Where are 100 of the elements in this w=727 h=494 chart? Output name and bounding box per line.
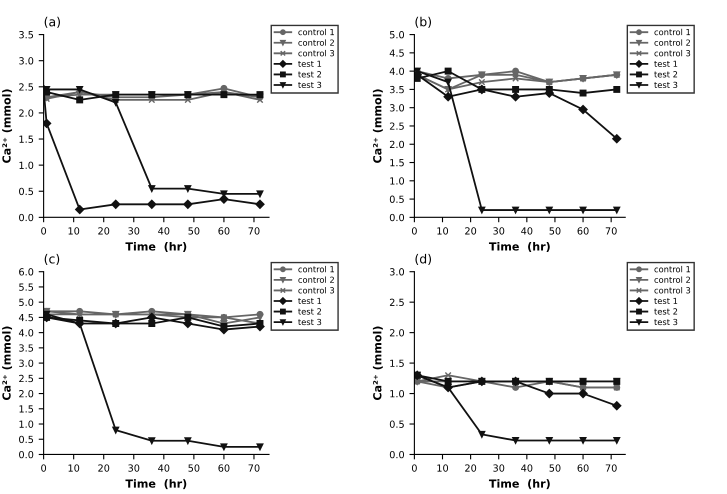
y-tick-label: 2.5	[19, 374, 34, 382]
x-tick-label: 30	[493, 227, 504, 235]
legend-label: control 1	[654, 266, 690, 272]
y-tick-label: 2.5	[390, 122, 404, 130]
chart-title: (b)	[415, 16, 432, 28]
x-tick-label: 70	[248, 227, 260, 235]
legend-label: test 2	[654, 71, 678, 78]
legend-label: test 1	[298, 60, 322, 67]
y-tick-label: 2.5	[19, 83, 34, 91]
x-tick-label: 70	[606, 464, 617, 472]
y-tick-label: 2.0	[390, 329, 404, 336]
legend-label: control 3	[654, 287, 690, 294]
x-axis-title: Time (hr)	[125, 242, 186, 252]
x-tick-label: 50	[188, 227, 200, 235]
y-tick-label: 0.0	[390, 214, 404, 222]
y-tick-label: 3.0	[19, 57, 34, 65]
x-tick-label: 0	[41, 227, 46, 235]
y-axis-title: Ca²⁺ (mmol)	[372, 89, 383, 163]
legend-label: test 1	[298, 298, 322, 304]
y-tick-label: 0.5	[390, 420, 404, 428]
y-tick-label: 1.0	[20, 420, 34, 428]
legend-label: test 2	[298, 308, 322, 315]
x-tick-label: 30	[493, 464, 504, 472]
y-tick-label: 3.0	[390, 268, 404, 276]
x-tick-label: 30	[128, 464, 140, 472]
x-tick-label: 60	[578, 464, 589, 472]
x-tick-label: 0	[412, 227, 417, 235]
legend-label: control 3	[298, 50, 334, 56]
y-tick-label: 2.0	[390, 140, 404, 148]
x-tick-label: 40	[158, 227, 170, 235]
x-tick-label: 50	[550, 464, 560, 472]
y-tick-label: 5.5	[19, 284, 34, 291]
x-tick-label: 20	[98, 464, 110, 472]
y-tick-label: 0.5	[390, 196, 404, 203]
x-tick-label: 50	[550, 227, 560, 235]
y-tick-label: 4.5	[390, 49, 404, 57]
y-tick-label: 1.5	[20, 136, 34, 143]
legend-label: control 3	[298, 287, 334, 294]
y-tick-label: 3.5	[390, 86, 404, 94]
y-tick-label: 0.0	[390, 450, 404, 458]
y-tick-label: 1.5	[390, 360, 404, 367]
x-tick-label: 60	[578, 227, 589, 235]
legend-label: control 2	[654, 39, 690, 46]
legend-label: test 1	[654, 60, 678, 67]
chart-title: (a)	[44, 16, 60, 28]
x-tick-label: 30	[128, 227, 140, 235]
x-tick-label: 50	[188, 464, 200, 472]
chart-title: (d)	[415, 254, 432, 266]
x-tick-label: 0	[412, 464, 417, 472]
x-tick-label: 10	[437, 464, 448, 472]
x-tick-label: 20	[98, 227, 110, 235]
x-tick-label: 70	[248, 464, 260, 472]
chart-title: (c)	[44, 254, 60, 266]
y-tick-label: 0.5	[19, 436, 34, 444]
y-tick-label: 5.0	[19, 298, 34, 306]
x-tick-label: 10	[68, 464, 80, 472]
y-tick-label: 6.0	[19, 268, 34, 276]
legend-label: control 1	[654, 28, 690, 36]
y-axis-title: Ca²⁺ (mmol)	[372, 326, 383, 400]
x-tick-label: 20	[465, 464, 476, 472]
y-tick-label: 2.0	[19, 390, 34, 398]
x-axis-title: Time (hr)	[125, 479, 186, 490]
legend-label: control 1	[298, 28, 334, 36]
y-tick-label: 3.5	[19, 344, 34, 352]
legend-label: control 2	[298, 276, 334, 283]
x-tick-label: 40	[521, 227, 532, 235]
y-tick-label: 3.0	[19, 360, 34, 367]
x-axis-title: Time (hr)	[488, 479, 550, 490]
legend-label: test 3	[298, 318, 322, 326]
x-tick-label: 20	[465, 227, 476, 235]
x-tick-label: 10	[437, 227, 448, 235]
y-tick-label: 5.0	[390, 31, 404, 38]
y-tick-label: 0.0	[19, 214, 34, 222]
legend-label: control 2	[654, 276, 690, 283]
legend-label: control 3	[654, 50, 690, 56]
y-tick-label: 0.5	[19, 188, 34, 196]
y-tick-label: 1.0	[390, 390, 404, 398]
x-tick-label: 40	[521, 464, 532, 472]
y-tick-label: 2.5	[390, 298, 404, 306]
x-tick-label: 10	[68, 227, 80, 235]
legend-label: test 3	[298, 82, 322, 88]
y-tick-label: 1.0	[20, 162, 34, 169]
legend-label: test 3	[654, 82, 678, 88]
legend-label: test 2	[298, 71, 322, 78]
y-tick-label: 3.5	[19, 31, 34, 38]
x-tick-label: 40	[158, 464, 170, 472]
y-tick-label: 3.0	[390, 104, 404, 112]
y-tick-label: 4.0	[390, 68, 404, 75]
y-tick-label: 1.5	[20, 405, 34, 413]
y-tick-label: 1.0	[390, 177, 404, 185]
y-axis-title: Ca²⁺ (mmol)	[2, 326, 12, 400]
y-tick-label: 2.0	[19, 109, 34, 117]
x-tick-label: 70	[606, 227, 617, 235]
y-axis-title: Ca²⁺ (mmol)	[2, 89, 12, 163]
x-tick-label: 60	[218, 464, 230, 472]
y-tick-label: 4.5	[18, 314, 34, 322]
y-tick-label: 1.5	[390, 159, 404, 166]
x-tick-label: 0	[41, 464, 46, 472]
x-tick-label: 60	[218, 227, 230, 235]
legend-label: test 1	[654, 298, 678, 304]
